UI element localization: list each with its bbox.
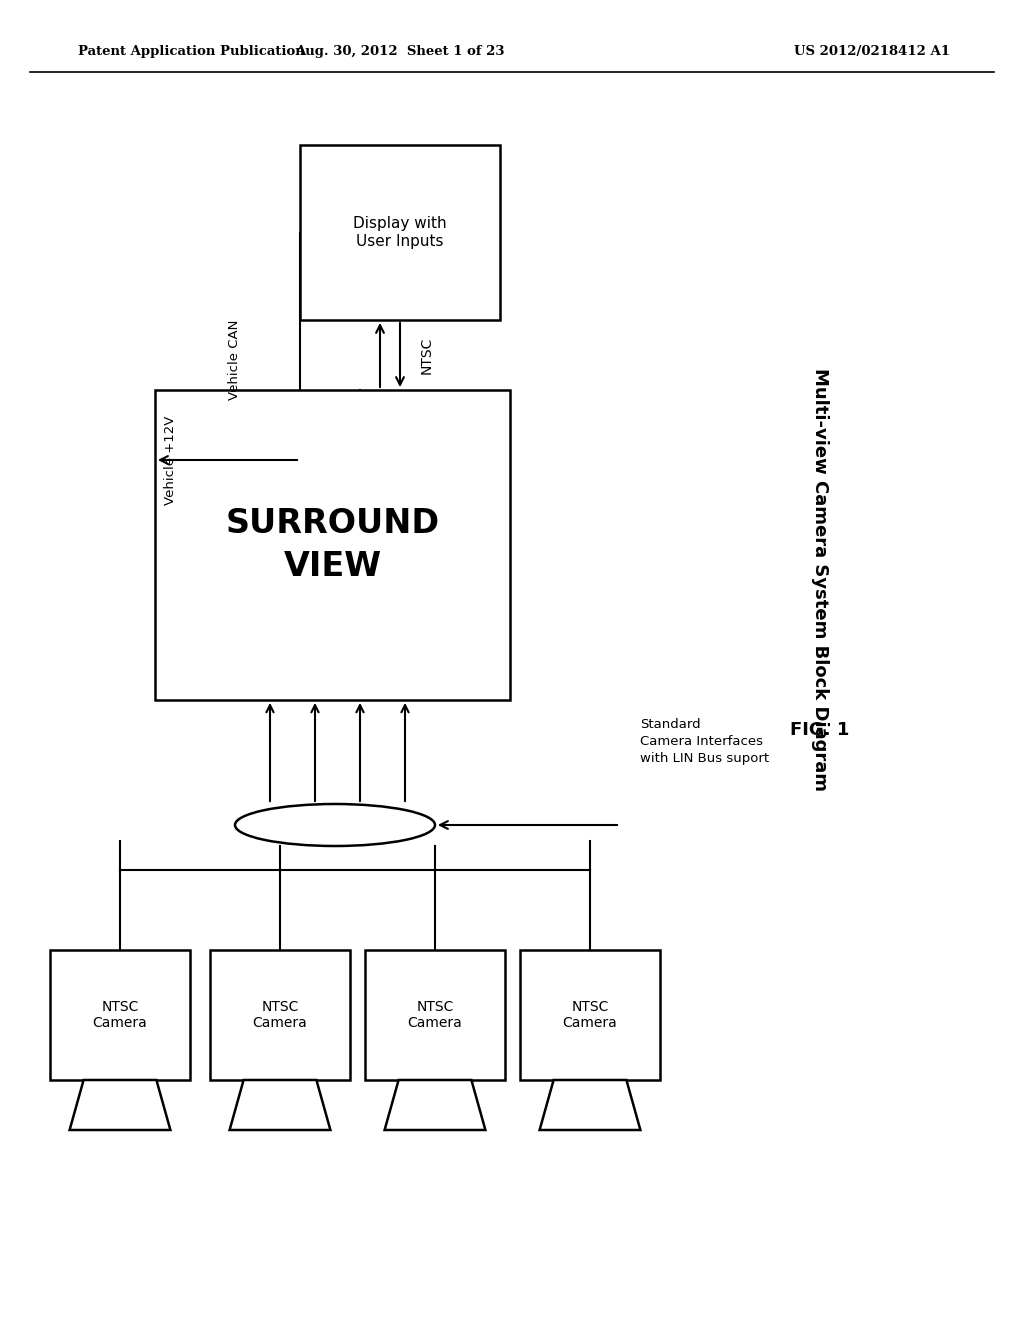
Bar	[365, 950, 505, 1080]
Text: NTSC: NTSC	[420, 337, 434, 374]
Polygon shape	[229, 1080, 331, 1130]
Bar	[210, 950, 350, 1080]
Text: NTSC
Camera: NTSC Camera	[408, 1001, 463, 1030]
Bar	[300, 145, 500, 319]
Text: FIG. 1: FIG. 1	[791, 721, 850, 739]
Text: SURROUND
VIEW: SURROUND VIEW	[225, 507, 439, 583]
Text: NTSC
Camera: NTSC Camera	[562, 1001, 617, 1030]
Text: Vehicle CAN: Vehicle CAN	[228, 319, 242, 400]
Text: Multi-view Camera System Block Diagram: Multi-view Camera System Block Diagram	[811, 368, 829, 792]
Text: NTSC
Camera: NTSC Camera	[253, 1001, 307, 1030]
Ellipse shape	[234, 804, 435, 846]
Text: Aug. 30, 2012  Sheet 1 of 23: Aug. 30, 2012 Sheet 1 of 23	[295, 45, 505, 58]
Polygon shape	[385, 1080, 485, 1130]
Bar	[155, 389, 510, 700]
Text: NTSC
Camera: NTSC Camera	[92, 1001, 147, 1030]
Text: Standard
Camera Interfaces
with LIN Bus suport: Standard Camera Interfaces with LIN Bus …	[640, 718, 769, 766]
Text: Patent Application Publication: Patent Application Publication	[78, 45, 305, 58]
Bar	[50, 950, 190, 1080]
Text: Display with
User Inputs: Display with User Inputs	[353, 216, 446, 248]
Polygon shape	[540, 1080, 640, 1130]
Polygon shape	[70, 1080, 170, 1130]
Text: Vehicle +12V: Vehicle +12V	[164, 416, 176, 504]
Text: US 2012/0218412 A1: US 2012/0218412 A1	[794, 45, 950, 58]
Bar	[520, 950, 660, 1080]
